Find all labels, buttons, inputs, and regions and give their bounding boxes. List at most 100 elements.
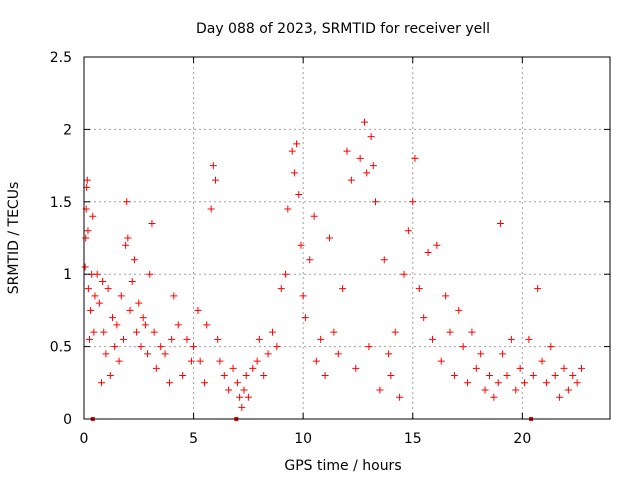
data-point	[284, 205, 292, 213]
y-tick-label: 0	[63, 412, 72, 428]
data-point	[556, 393, 564, 401]
data-point	[573, 379, 581, 387]
data-point	[152, 364, 160, 372]
x-tick-label: 15	[404, 431, 422, 447]
data-point	[216, 357, 224, 365]
data-point	[411, 154, 419, 162]
data-point	[367, 133, 375, 141]
data-point	[183, 335, 191, 343]
data-point	[297, 241, 305, 249]
data-point	[578, 364, 586, 372]
data-point	[369, 162, 377, 170]
data-point	[115, 357, 123, 365]
data-point	[306, 256, 314, 264]
data-point	[150, 328, 158, 336]
chart-title: Day 088 of 2023, SRMTID for receiver yel…	[196, 21, 490, 37]
data-point	[277, 285, 285, 293]
data-point	[516, 364, 524, 372]
data-point	[521, 379, 529, 387]
data-point	[179, 372, 187, 380]
data-point	[174, 321, 182, 329]
data-point	[117, 292, 125, 300]
data-point	[84, 285, 92, 293]
data-point	[455, 306, 463, 314]
data-point	[137, 343, 145, 351]
data-point	[551, 372, 559, 380]
data-point	[124, 234, 132, 242]
data-point	[485, 372, 493, 380]
data-point	[442, 292, 450, 300]
data-point	[209, 162, 217, 170]
data-point	[310, 212, 318, 220]
data-point	[139, 314, 147, 322]
data-point	[81, 263, 89, 271]
data-point	[207, 205, 215, 213]
data-point	[238, 403, 246, 411]
y-tick-label: 2	[63, 122, 72, 138]
data-point	[472, 364, 480, 372]
x-tick-label: 0	[80, 431, 89, 447]
data-point	[268, 328, 276, 336]
data-point	[214, 335, 222, 343]
x-tick-label: 5	[189, 431, 198, 447]
data-point	[135, 299, 143, 307]
data-points	[81, 118, 586, 411]
data-point	[170, 292, 178, 300]
data-point	[363, 169, 371, 177]
data-point	[82, 234, 90, 242]
data-point	[529, 372, 537, 380]
data-point	[400, 270, 408, 278]
data-point	[260, 372, 268, 380]
data-point	[273, 343, 281, 351]
axis-ticks: 0 5 10 15 20 0 0.5 1 1.5 2 2.5	[50, 50, 610, 447]
data-point	[295, 191, 303, 199]
data-point	[93, 270, 101, 278]
data-point	[113, 321, 121, 329]
data-point	[201, 379, 209, 387]
data-point	[100, 328, 108, 336]
data-point	[496, 220, 504, 228]
data-point	[141, 321, 149, 329]
y-tick-label: 1	[63, 267, 72, 283]
data-point	[95, 299, 103, 307]
data-point	[98, 379, 106, 387]
grid	[84, 57, 610, 419]
data-point	[503, 372, 511, 380]
data-point	[380, 256, 388, 264]
data-point	[334, 350, 342, 358]
data-point	[290, 169, 298, 177]
data-point	[564, 386, 572, 394]
data-point	[477, 350, 485, 358]
data-point	[133, 328, 141, 336]
data-point	[420, 314, 428, 322]
data-point	[446, 328, 454, 336]
data-point	[229, 364, 237, 372]
data-point	[90, 328, 98, 336]
data-point	[468, 328, 476, 336]
data-point	[249, 364, 257, 372]
data-point	[361, 118, 369, 126]
data-point	[464, 379, 472, 387]
data-point	[450, 372, 458, 380]
data-point	[220, 372, 228, 380]
data-point	[253, 357, 261, 365]
y-tick-label: 2.5	[50, 50, 72, 66]
data-point	[89, 212, 97, 220]
data-point	[122, 241, 130, 249]
data-point	[123, 198, 131, 206]
data-point	[264, 350, 272, 358]
y-tick-label: 1.5	[50, 195, 72, 211]
data-point	[339, 285, 347, 293]
data-point	[512, 386, 520, 394]
data-point	[490, 393, 498, 401]
data-point	[148, 220, 156, 228]
data-point	[126, 306, 134, 314]
data-point	[301, 314, 309, 322]
data-point	[168, 335, 176, 343]
data-point	[293, 140, 301, 148]
data-point	[321, 372, 329, 380]
data-point	[459, 343, 467, 351]
data-point	[312, 357, 320, 365]
data-point	[233, 379, 241, 387]
